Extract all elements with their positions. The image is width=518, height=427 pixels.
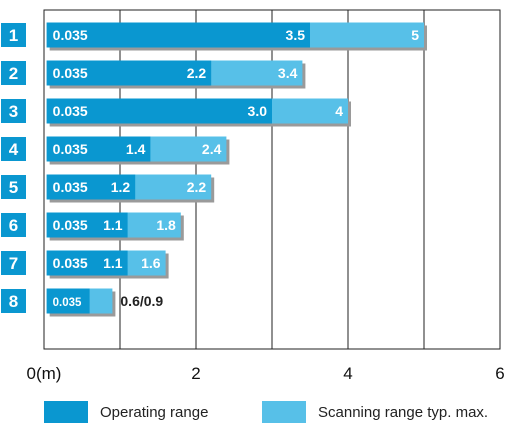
bars-layer (46, 22, 427, 317)
combined-label-8: 0.6/0.9 (120, 293, 163, 309)
x-tick-label-2: 4 (343, 364, 352, 383)
row-number-7: 7 (9, 254, 18, 273)
operating-bar-4 (46, 136, 151, 162)
row-number-5: 5 (9, 178, 18, 197)
legend-item-operating: Operating range (44, 401, 208, 423)
operating-bar-1 (46, 22, 310, 48)
scanning-range-swatch (262, 401, 306, 423)
operating-bar-8 (46, 288, 90, 314)
min-label-4: 0.035 (53, 141, 88, 157)
operating-label-4: 1.4 (126, 141, 146, 157)
ticks-layer: 0(m) 2 4 6 (27, 364, 505, 383)
labels-layer: 1 0.035 3.5 5 2 0.035 2.2 3.4 3 0.035 3.0 4 4 0.035 1.… (1, 23, 419, 313)
row-number-6: 6 (9, 216, 18, 235)
operating-bar-6 (46, 212, 128, 238)
operating-bar-3 (46, 98, 272, 124)
operating-label-6: 1.1 (103, 217, 123, 233)
scanning-label-2: 3.4 (278, 65, 298, 81)
operating-bar-2 (46, 60, 212, 86)
legend-label-scanning: Scanning range typ. max. (318, 403, 489, 421)
min-label-6: 0.035 (53, 217, 88, 233)
min-label-1: 0.035 (53, 27, 88, 43)
row-number-badge-2 (1, 61, 26, 85)
scanning-label-4: 2.4 (202, 141, 222, 157)
row-number-8: 8 (9, 292, 18, 311)
scanning-label-5: 2.2 (187, 179, 207, 195)
operating-bar-7 (46, 250, 128, 276)
scanning-label-3: 4 (335, 103, 343, 119)
range-chart: 1 0.035 3.5 5 2 0.035 2.2 3.4 3 0.035 3.0 4 4 0.035 1.… (1, 9, 505, 383)
min-label-7: 0.035 (53, 255, 88, 271)
row-number-1: 1 (9, 26, 18, 45)
x-tick-label-1: 2 (191, 364, 200, 383)
scanning-label-1: 5 (411, 27, 419, 43)
operating-bar-5 (46, 174, 136, 200)
legend-label-operating: Operating range (100, 403, 209, 421)
min-label-2: 0.035 (53, 65, 88, 81)
operating-label-7: 1.1 (103, 255, 123, 271)
row-number-badge-4 (1, 137, 26, 161)
row-number-2: 2 (9, 64, 18, 83)
operating-range-swatch (44, 401, 88, 423)
row-number-badge-5 (1, 175, 26, 199)
row-number-badge-1 (1, 23, 26, 47)
row-number-badge-8 (1, 289, 26, 313)
row-number-badge-3 (1, 99, 26, 123)
operating-label-5: 1.2 (111, 179, 131, 195)
operating-label-1: 3.5 (286, 27, 306, 43)
operating-label-3: 3.0 (248, 103, 268, 119)
grid-layer (43, 9, 501, 350)
legend-item-scanning: Scanning range typ. max. (262, 401, 488, 423)
row-number-3: 3 (9, 102, 18, 121)
row-number-badge-7 (1, 251, 26, 275)
row-number-badge-6 (1, 213, 26, 237)
row-number-4: 4 (9, 140, 19, 159)
x-tick-label-0: 0(m) (27, 364, 62, 383)
operating-label-2: 2.2 (187, 65, 207, 81)
scanning-label-6: 1.8 (156, 217, 176, 233)
x-tick-label-3: 6 (495, 364, 504, 383)
min-label-8: 0.035 (53, 297, 82, 309)
min-label-3: 0.035 (53, 103, 88, 119)
scanning-label-7: 1.6 (141, 255, 161, 271)
min-label-5: 0.035 (53, 179, 88, 195)
